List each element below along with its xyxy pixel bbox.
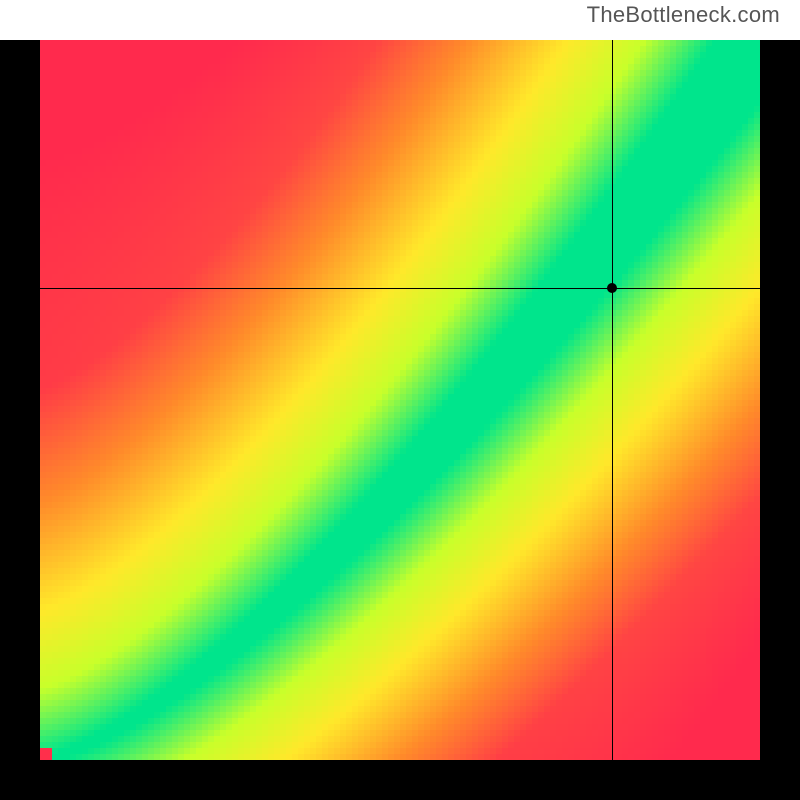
crosshair-horizontal [40,288,760,289]
attribution-label: TheBottleneck.com [583,2,784,30]
heatmap-canvas [40,40,760,760]
heatmap-plot [40,40,760,760]
marker-dot [607,283,617,293]
crosshair-vertical [612,40,613,760]
chart-container: TheBottleneck.com [0,0,800,800]
